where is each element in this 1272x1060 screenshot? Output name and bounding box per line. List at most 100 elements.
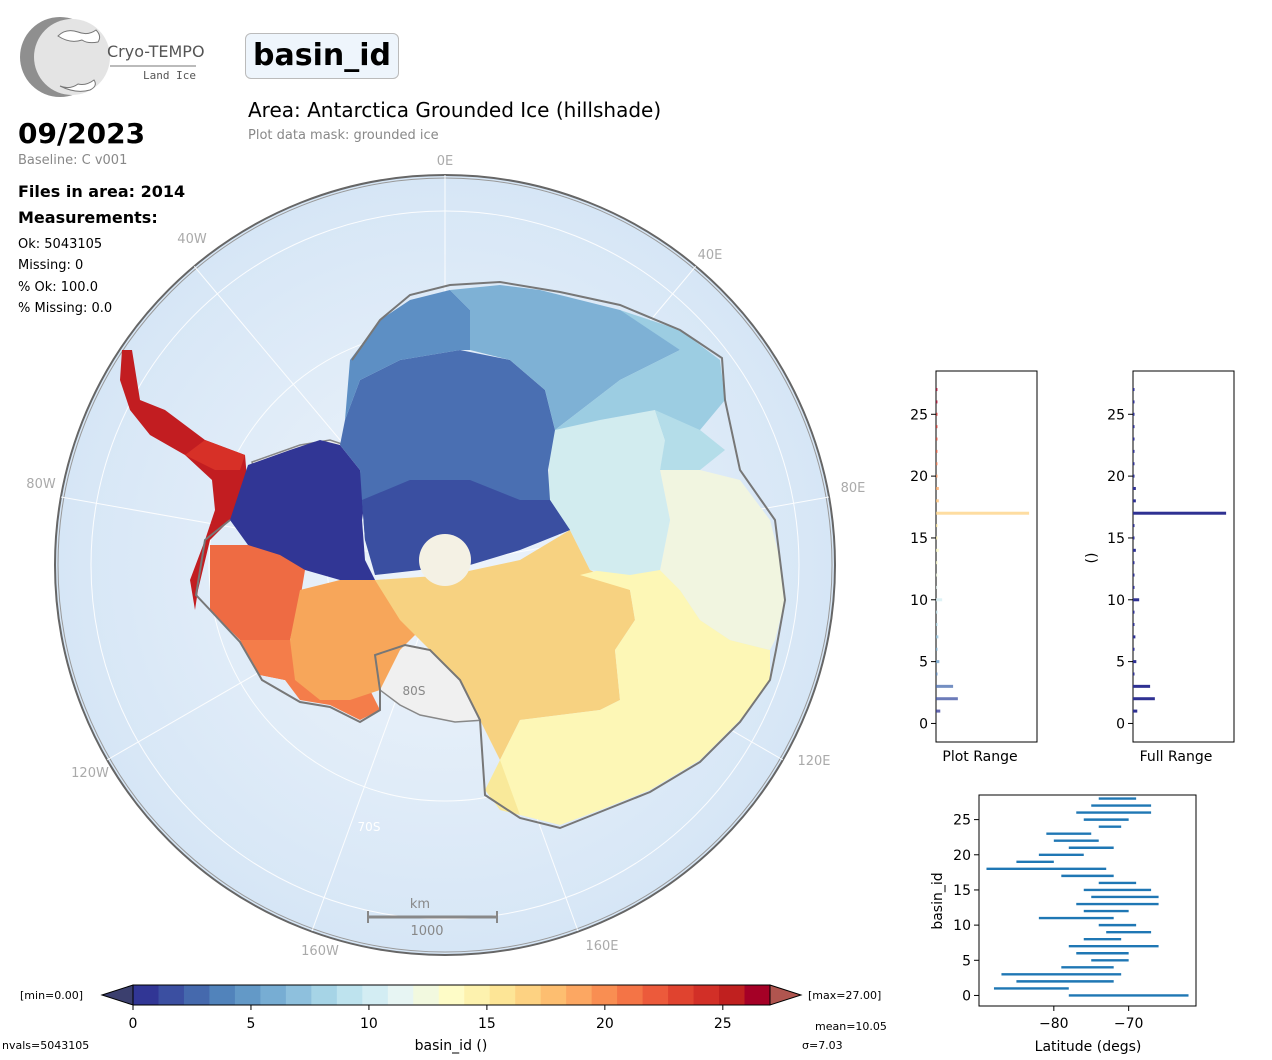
hist-bar bbox=[936, 511, 1030, 515]
colorbar-segment bbox=[133, 985, 159, 1005]
hist-bar bbox=[1133, 449, 1135, 453]
hist-bar bbox=[936, 388, 938, 392]
hist-bar bbox=[936, 474, 938, 478]
hist-bar bbox=[1133, 548, 1136, 552]
hist-bar bbox=[936, 697, 958, 701]
hist-bar bbox=[936, 709, 941, 713]
colorbar-max-label: [max=27.00] bbox=[808, 989, 881, 1002]
colorbar-segment bbox=[336, 985, 363, 1005]
colorbar-segment bbox=[387, 985, 414, 1005]
colorbar-tick-label: 0 bbox=[129, 1016, 138, 1032]
hist-bar bbox=[1133, 462, 1135, 466]
colorbar-ticks: 0 5 10 15 20 25 bbox=[129, 1005, 732, 1032]
hist-bar bbox=[1133, 412, 1135, 416]
lat-label-70s: 70S bbox=[358, 820, 381, 834]
hist-bar bbox=[936, 499, 939, 503]
basin-dml-east bbox=[450, 285, 680, 430]
hist-bar bbox=[1133, 697, 1155, 701]
basin-peninsula bbox=[120, 350, 248, 610]
hist-bar bbox=[1133, 623, 1135, 627]
hist-ytick-label: 15 bbox=[910, 531, 928, 547]
mask-note: Plot data mask: grounded ice bbox=[248, 128, 439, 143]
lat-ytick-label: 15 bbox=[953, 883, 971, 899]
scale-bar: km 1000 bbox=[367, 897, 498, 939]
basin-central-east bbox=[375, 530, 635, 760]
colorbar-segment bbox=[362, 985, 389, 1005]
area-title: Area: Antarctica Grounded Ice (hillshade… bbox=[248, 98, 662, 122]
colorbar-segment bbox=[413, 985, 440, 1005]
basin-dml-west bbox=[345, 290, 470, 420]
hist-bar bbox=[936, 437, 938, 441]
latitude-range-ticks: −80 −70 0 5 10 15 20 25 bbox=[953, 813, 1143, 1032]
colorbar-segment bbox=[311, 985, 338, 1005]
lat-ytick-label: 25 bbox=[953, 813, 971, 829]
hist-bar bbox=[1133, 561, 1135, 565]
colorbar-segment bbox=[693, 985, 720, 1005]
hist-bar bbox=[1133, 499, 1136, 503]
lon-label-40e: 40E bbox=[698, 248, 723, 263]
hist-plot-range-ticks: 0 5 10 15 20 25 bbox=[910, 407, 936, 732]
hist-ytick-label: 10 bbox=[910, 593, 928, 609]
hist-bar bbox=[936, 449, 938, 453]
hist-plot-range-bars bbox=[936, 388, 1030, 713]
hist-bar bbox=[1133, 437, 1135, 441]
hist-bar bbox=[1133, 388, 1135, 392]
lon-label-80w: 80W bbox=[26, 477, 56, 492]
stat-pct-missing: % Missing: 0.0 bbox=[18, 301, 113, 316]
basin-amery bbox=[555, 310, 725, 440]
colorbar-tick-label: 15 bbox=[478, 1016, 496, 1032]
hist-bar bbox=[1133, 647, 1135, 651]
colorbar-tick-label: 5 bbox=[247, 1016, 256, 1032]
colorbar-segment bbox=[719, 985, 746, 1005]
colorbar-min-label: [min=0.00] bbox=[20, 989, 83, 1002]
coastline bbox=[194, 280, 787, 830]
colorbar-segment bbox=[183, 985, 210, 1005]
hist-bar bbox=[1133, 610, 1135, 614]
hist-bar bbox=[1133, 536, 1135, 540]
hist-bar bbox=[936, 660, 940, 664]
hist-bar bbox=[1133, 573, 1135, 577]
hist-bar bbox=[936, 524, 938, 528]
hist-bar bbox=[1133, 672, 1135, 676]
scale-bar-unit: km bbox=[410, 897, 430, 912]
hist-ytick-label: 0 bbox=[919, 716, 928, 732]
hist-bar bbox=[936, 635, 939, 639]
hist-bar bbox=[1133, 709, 1138, 713]
hist-bar bbox=[1133, 400, 1135, 404]
latitude-range-xlabel: Latitude (degs) bbox=[1035, 1039, 1142, 1055]
hist-bar bbox=[1133, 486, 1136, 490]
colorbar: 0 5 10 15 20 25 [min=0.00] [max=27.00] basin_… bbox=[2, 984, 887, 1054]
hist-bar bbox=[936, 623, 938, 627]
hist-full-range: 0 5 10 15 20 25 () Full Range bbox=[1084, 370, 1235, 765]
date-label: 09/2023 bbox=[18, 117, 146, 150]
hist-bar bbox=[936, 672, 938, 676]
hist-bar bbox=[936, 561, 938, 565]
colorbar-segment bbox=[285, 985, 312, 1005]
hist-bar bbox=[936, 610, 938, 614]
lat-ytick-label: 20 bbox=[953, 848, 971, 864]
footer-sigma: σ=7.03 bbox=[802, 1039, 843, 1052]
hist-ytick-label: 25 bbox=[910, 407, 928, 423]
hist-ytick-label: 5 bbox=[1116, 655, 1125, 671]
hist-bar bbox=[1133, 474, 1135, 478]
measurements-heading: Measurements: bbox=[18, 208, 158, 227]
lat-ytick-label: 0 bbox=[962, 988, 971, 1004]
hist-bar bbox=[936, 573, 938, 577]
hist-full-range-xlabel: Full Range bbox=[1140, 749, 1213, 765]
hist-bar bbox=[1133, 635, 1136, 639]
hist-ytick-label: 10 bbox=[1107, 593, 1125, 609]
hist-bar bbox=[1133, 684, 1151, 688]
lon-label-120e: 120E bbox=[797, 754, 830, 769]
hist-ytick-label: 5 bbox=[919, 655, 928, 671]
hist-plot-range: 0 5 10 15 20 25 Plot Range bbox=[910, 370, 1038, 765]
hist-bar bbox=[936, 548, 939, 552]
basin-pale-cyan bbox=[548, 410, 670, 575]
colorbar-segment bbox=[617, 985, 644, 1005]
colorbar-segment bbox=[591, 985, 618, 1005]
hist-ytick-label: 0 bbox=[1116, 716, 1125, 732]
logo-moon-icon bbox=[20, 17, 196, 97]
lon-label-80e: 80E bbox=[841, 481, 866, 496]
hist-full-range-bars bbox=[1133, 388, 1227, 713]
hist-ytick-label: 25 bbox=[1107, 407, 1125, 423]
